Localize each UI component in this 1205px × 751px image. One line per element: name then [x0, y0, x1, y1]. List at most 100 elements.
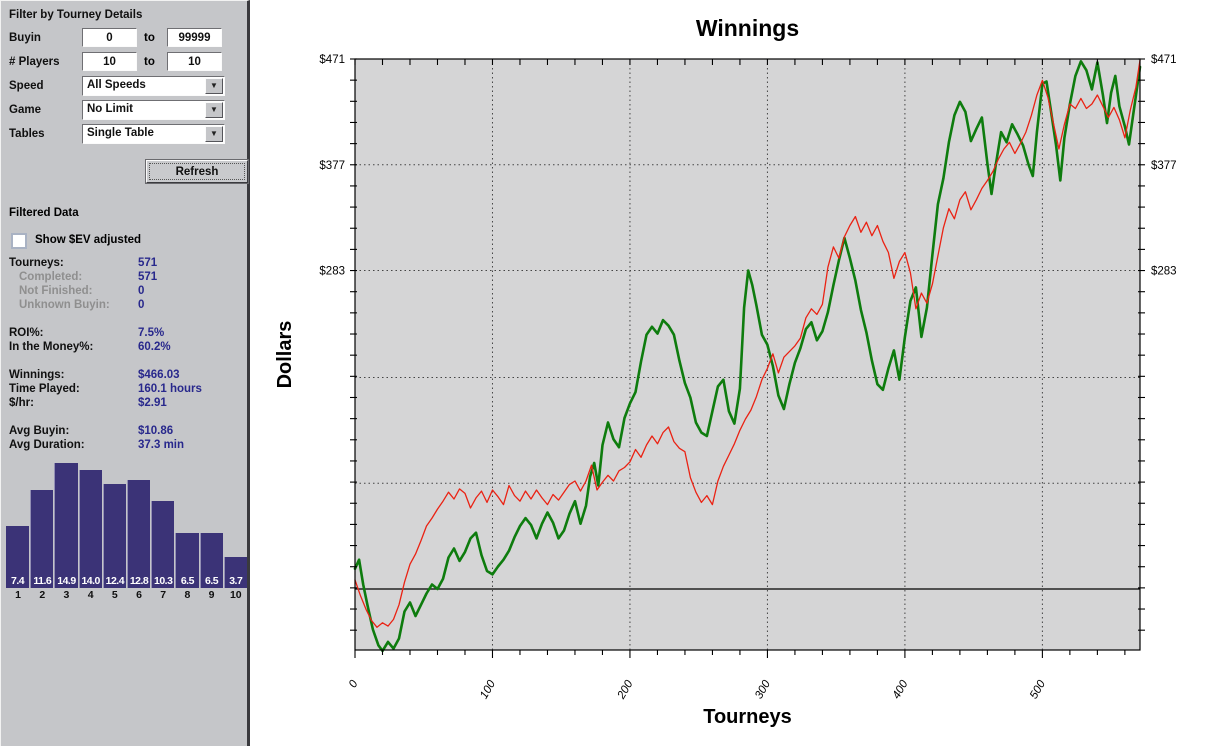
chevron-down-icon[interactable]: ▼ [205, 126, 223, 142]
histogram-bar: 6.5 [175, 533, 199, 588]
stat-label: Avg Buyin: [9, 425, 70, 437]
stat-value: 571 [138, 257, 158, 269]
histogram-category-label: 7 [160, 589, 167, 601]
histogram-bar-value: 12.8 [129, 575, 149, 587]
stat-row: Time Played: 160.1 hours [1, 383, 251, 397]
histogram-bar: 7.4 [6, 525, 30, 588]
stat-label: Not Finished: [19, 285, 93, 297]
game-selected-value: No Limit [87, 103, 133, 115]
stat-row: Tourneys: 571 [1, 257, 251, 271]
plot-border [354, 58, 1141, 651]
players-row: # Players to [1, 51, 251, 75]
histogram-bar: 11.6 [30, 490, 54, 588]
histogram-category-label: 4 [87, 589, 94, 601]
refresh-button[interactable]: Refresh [146, 160, 248, 183]
stat-value: $10.86 [138, 425, 174, 437]
histogram-bar-value: 7.4 [11, 575, 25, 587]
histogram-bar: 10.3 [151, 501, 175, 588]
stat-value: $466.03 [138, 369, 180, 381]
y-tick-label-left: $283 [319, 266, 345, 278]
buyin-to-input[interactable] [167, 28, 222, 47]
stat-label: $/hr: [9, 397, 34, 409]
stat-row: In the Money%: 60.2% [1, 341, 251, 355]
x-tick-label: 300 [753, 678, 773, 701]
histogram-column: 14.9 [54, 461, 78, 588]
buyin-from-input[interactable] [82, 28, 137, 47]
y-tick-label-left: $471 [319, 54, 345, 66]
stats-spacer [1, 355, 251, 369]
histogram-category-label: 2 [39, 589, 46, 601]
stat-label: Avg Duration: [9, 439, 85, 451]
game-select[interactable]: No Limit ▼ [82, 100, 225, 120]
chevron-down-icon[interactable]: ▼ [205, 102, 223, 118]
histogram-bar-value: 6.5 [180, 575, 195, 587]
histogram-bar-value: 6.5 [205, 575, 219, 587]
histogram-column: 10.3 [151, 461, 175, 588]
histogram-column: 7.4 [6, 461, 30, 588]
stat-row: Winnings: $466.03 [1, 369, 251, 383]
chevron-down-icon[interactable]: ▼ [205, 78, 223, 94]
histogram-bar-value: 11.6 [33, 575, 52, 587]
stat-row: $/hr: $2.91 [1, 397, 251, 411]
y-tick-label-right: $283 [1151, 266, 1177, 278]
ev-adjusted-checkbox[interactable] [11, 233, 27, 249]
histogram-category-label: 1 [15, 589, 22, 601]
x-axis-label: Tourneys [703, 706, 792, 728]
histogram-category-label: 3 [63, 589, 70, 601]
finish-distribution-bars: 7.4 11.6 14.9 14.0 12.4 12.8 10.3 6.5 6.5 3.7 [6, 461, 248, 588]
stat-value: $2.91 [138, 397, 167, 409]
stat-row: Not Finished: 0 [1, 285, 251, 299]
y-tick-label-left: $377 [319, 160, 345, 172]
x-tick-label: 500 [1028, 678, 1048, 701]
histogram-category-label: 10 [229, 589, 242, 601]
players-to-input[interactable] [167, 52, 222, 71]
histogram-column: 6.5 [199, 461, 224, 588]
tables-selected-value: Single Table [87, 127, 154, 139]
speed-select[interactable]: All Speeds ▼ [82, 76, 225, 96]
filter-form: Buyin to # Players to Speed All Speeds ▼… [1, 27, 251, 147]
histogram-bar: 14.9 [54, 462, 78, 588]
game-row: Game No Limit ▼ [1, 99, 251, 123]
stat-label: Unknown Buyin: [19, 299, 110, 311]
histogram-bar-value: 14.9 [57, 575, 76, 587]
stat-label: Completed: [19, 271, 83, 283]
players-from-input[interactable] [82, 52, 137, 71]
histogram-category-label: 8 [184, 589, 191, 601]
x-tick-label: 100 [478, 678, 498, 701]
stat-value: 571 [138, 271, 158, 283]
histogram-column: 3.7 [223, 461, 248, 588]
histogram-bar: 12.4 [102, 483, 126, 588]
filtered-data-title: Filtered Data [9, 207, 79, 219]
chart-title: Winnings [696, 15, 799, 41]
histogram-column: 14.0 [78, 461, 103, 588]
stats-spacer [1, 313, 251, 327]
histogram-column: 11.6 [30, 461, 54, 588]
filter-sidebar: Filter by Tourney Details Buyin to # Pla… [0, 0, 250, 746]
histogram-bar-value: 10.3 [154, 575, 173, 587]
stat-value: 60.2% [138, 341, 171, 353]
stat-row: Avg Buyin: $10.86 [1, 425, 251, 439]
winnings-chart-panel: $471 $471 $377 $377 $283 $283 0 100 200 300 400 500… [253, 0, 1205, 746]
stat-value: 160.1 hours [138, 383, 202, 395]
players-to-label: to [144, 56, 155, 68]
x-tick-label: 200 [615, 678, 636, 702]
histogram-category-label: 5 [111, 589, 118, 601]
histogram-bar-value: 12.4 [105, 575, 125, 587]
x-tick-label: 400 [891, 678, 911, 701]
histogram-bar-value: 14.0 [81, 575, 100, 587]
tables-label: Tables [9, 128, 45, 140]
tables-select[interactable]: Single Table ▼ [82, 124, 225, 144]
stat-label: ROI%: [9, 327, 44, 339]
stat-label: Tourneys: [9, 257, 64, 269]
y-tick-label-right: $377 [1151, 160, 1177, 172]
buyin-to-label: to [144, 32, 155, 44]
speed-label: Speed [9, 80, 44, 92]
stat-row: Avg Duration: 37.3 min [1, 439, 251, 453]
speed-selected-value: All Speeds [87, 79, 146, 91]
histogram-bar: 14.0 [78, 470, 102, 588]
speed-row: Speed All Speeds ▼ [1, 75, 251, 99]
stat-value: 7.5% [138, 327, 165, 339]
histogram-column: 12.8 [126, 461, 151, 588]
stat-row: ROI%: 7.5% [1, 327, 251, 341]
